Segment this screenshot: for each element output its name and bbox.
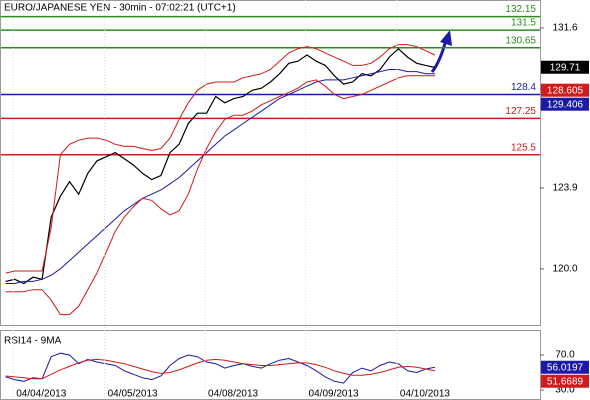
rsi-title: RSI14 - 9MA bbox=[4, 336, 62, 347]
series-line bbox=[5, 75, 435, 316]
series-line bbox=[5, 47, 436, 285]
chart-title: EURO/JAPANESE YEN - 30min - 07:02:21 (UT… bbox=[4, 3, 236, 14]
level-label: 130.65 bbox=[505, 35, 536, 46]
price-tag bbox=[541, 374, 589, 388]
x-tick-label: 04/09/2013 bbox=[309, 389, 359, 400]
x-tick-label: 04/08/2013 bbox=[208, 389, 258, 400]
x-tick-label: 04/05/2013 bbox=[108, 389, 158, 400]
y-tick-label: 30.0 bbox=[555, 385, 575, 396]
price-tag-label: 56.0197 bbox=[547, 362, 584, 373]
x-tick-label: 04/04/2013 bbox=[16, 389, 66, 400]
price-tag-label: 129.406 bbox=[547, 99, 584, 110]
price-tag-label: 51.6689 bbox=[547, 376, 584, 387]
level-label: 131.5 bbox=[511, 18, 536, 29]
level-label: 125.5 bbox=[511, 142, 536, 153]
price-tag bbox=[541, 60, 589, 74]
level-label: 128.4 bbox=[511, 82, 536, 93]
price-panel bbox=[0, 0, 541, 326]
series-line bbox=[5, 352, 435, 384]
price-tag bbox=[541, 360, 589, 374]
y-tick-label: 70.0 bbox=[555, 350, 575, 361]
y-tick-label: 131.6 bbox=[552, 23, 577, 34]
series-line bbox=[5, 44, 436, 274]
price-tag bbox=[541, 83, 589, 97]
series-line bbox=[5, 358, 435, 380]
series-line bbox=[5, 69, 435, 284]
level-label: 132.15 bbox=[505, 4, 536, 15]
price-tag bbox=[541, 97, 589, 111]
price-tag-label: 128.605 bbox=[547, 85, 584, 96]
y-tick-label: 123.9 bbox=[552, 183, 577, 194]
level-label: 127.25 bbox=[505, 106, 536, 117]
y-tick-label: 120.0 bbox=[552, 264, 577, 275]
x-tick-label: 04/10/2013 bbox=[400, 389, 450, 400]
price-tag-label: 129.71 bbox=[550, 62, 581, 73]
forecast-arrow bbox=[430, 30, 452, 73]
